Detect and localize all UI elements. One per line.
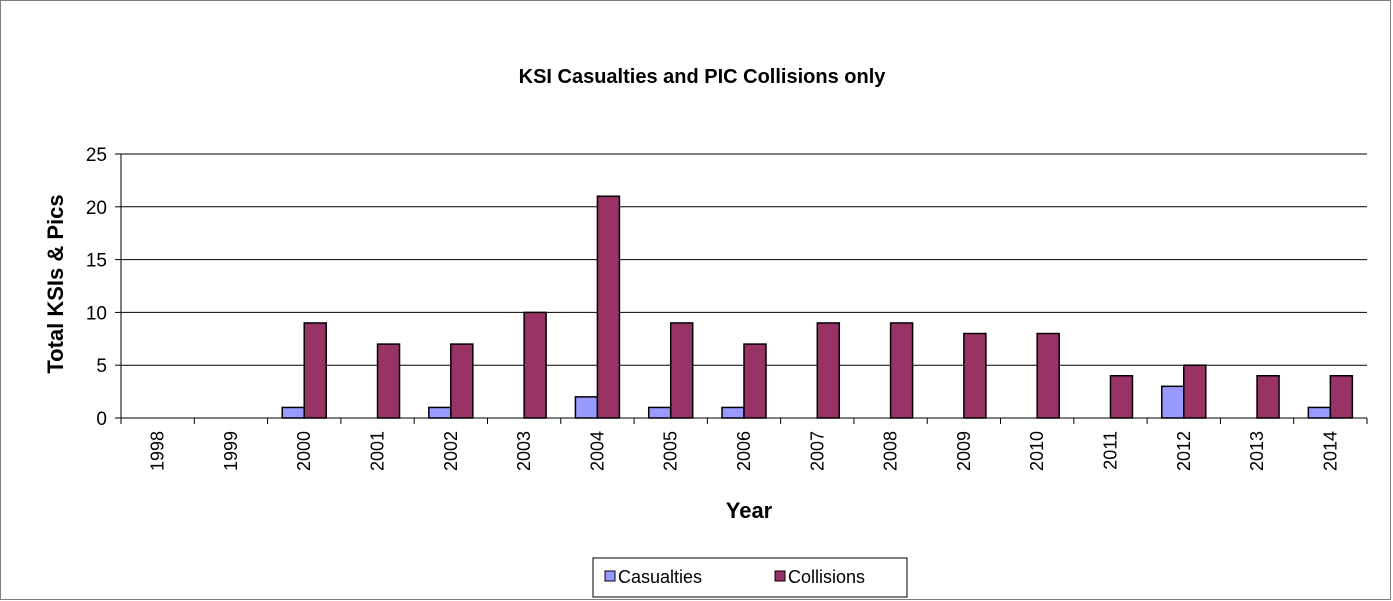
bar-collisions-2013	[1256, 375, 1280, 419]
x-tick-label-2012: 2012	[1174, 431, 1194, 471]
bar-collisions-2007	[816, 322, 841, 419]
legend: Casualties Collisions	[592, 557, 908, 598]
x-tick-label-2009: 2009	[954, 431, 974, 471]
legend-swatch-casualties	[604, 570, 616, 582]
bar-collisions-2004	[596, 195, 621, 419]
x-tick-label-2011: 2011	[1100, 431, 1120, 470]
x-tick-label-1998: 1998	[148, 431, 168, 471]
x-tick-label-2008: 2008	[881, 431, 901, 471]
y-tick-label: 15	[86, 251, 107, 272]
y-axis-title: Total KSIs & Pics	[43, 194, 68, 373]
bar-collisions-2006	[743, 343, 767, 419]
bar-collisions-2002	[450, 343, 474, 419]
bars	[281, 195, 1354, 419]
bar-casualties-2005	[647, 406, 672, 419]
y-tick-label: 20	[86, 198, 107, 219]
legend-label-casualties: Casualties	[618, 567, 702, 587]
bar-casualties-2014	[1307, 406, 1332, 419]
bar-collisions-2005	[669, 322, 694, 419]
x-tick-label-2006: 2006	[734, 431, 754, 471]
x-tick-label-2001: 2001	[368, 431, 388, 471]
bar-collisions-2012	[1183, 364, 1207, 419]
bar-collisions-2000	[303, 322, 327, 419]
y-tick-label: 10	[86, 303, 107, 324]
x-tick-label-1999: 1999	[221, 431, 241, 471]
bar-casualties-2012	[1161, 385, 1185, 419]
legend-box	[592, 557, 908, 598]
y-tick-label: 25	[86, 145, 107, 166]
x-tick-label-2005: 2005	[661, 431, 681, 471]
chart-title: KSI Casualties and PIC Collisions only	[519, 66, 887, 88]
gridlines	[121, 153, 1367, 366]
bar-collisions-2003	[523, 311, 547, 419]
x-tick-label-2013: 2013	[1247, 431, 1267, 471]
bar-collisions-2001	[376, 343, 401, 419]
y-axis-ticks: 0 5 10 15 20 25	[86, 145, 121, 430]
y-tick-label: 5	[96, 356, 107, 377]
x-tick-label-2003: 2003	[514, 431, 534, 471]
axes	[120, 154, 1367, 419]
bar-collisions-2014	[1329, 375, 1354, 419]
x-axis-ticks: 1998 1999 2000 2001 2002 2003 2004 2005 2006 2007…	[120, 418, 1368, 471]
x-tick-label-2000: 2000	[294, 431, 314, 471]
bar-casualties-2004	[574, 396, 599, 419]
x-tick-label-2002: 2002	[441, 431, 461, 471]
x-tick-label-2014: 2014	[1320, 431, 1340, 471]
y-tick-label: 0	[96, 409, 107, 430]
bar-casualties-2000	[281, 406, 305, 419]
bar-collisions-2011	[1109, 375, 1134, 419]
legend-label-collisions: Collisions	[788, 567, 865, 587]
x-tick-label-2007: 2007	[807, 431, 827, 471]
bar-collisions-2008	[889, 322, 914, 419]
legend-swatch-collisions	[774, 570, 786, 582]
bar-casualties-2006	[721, 406, 745, 419]
x-tick-label-2010: 2010	[1027, 431, 1047, 471]
x-tick-label-2004: 2004	[587, 431, 607, 471]
x-axis-title: Year	[726, 498, 773, 523]
bar-collisions-2009	[963, 332, 987, 419]
bar-casualties-2002	[428, 406, 452, 419]
bar-collisions-2010	[1036, 332, 1060, 419]
